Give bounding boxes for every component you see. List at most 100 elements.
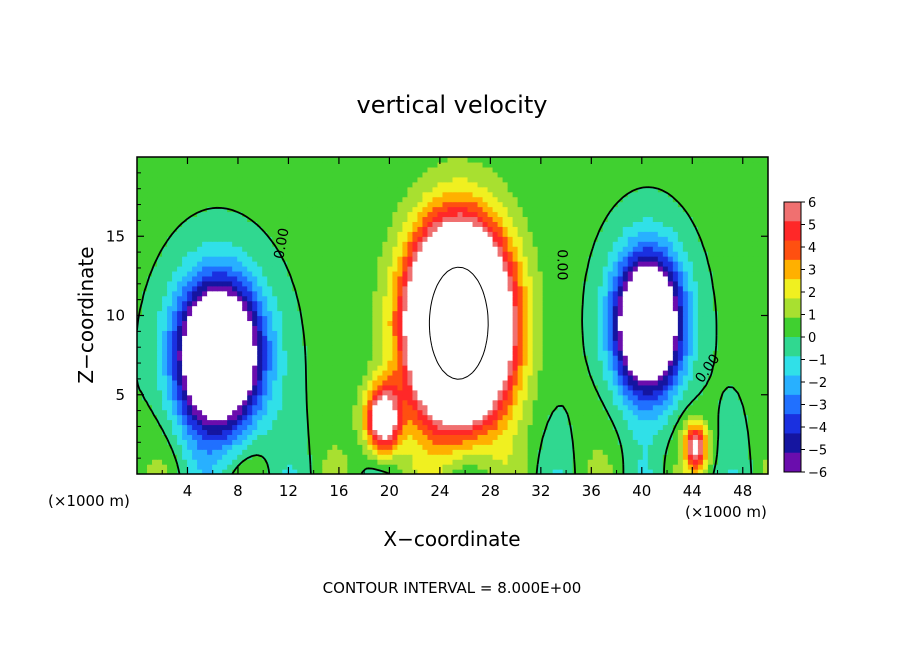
heatmap-cell: [332, 374, 338, 381]
heatmap-cell: [402, 449, 409, 455]
heatmap-cell: [592, 374, 599, 381]
heatmap-cell: [637, 424, 644, 431]
heatmap-cell: [147, 340, 153, 346]
heatmap-cell: [242, 355, 248, 361]
heatmap-cell: [167, 374, 173, 381]
heatmap-cell: [562, 379, 569, 386]
heatmap-cell: [247, 369, 253, 376]
heatmap-cell: [507, 340, 514, 346]
heatmap-cell: [392, 355, 399, 361]
heatmap-cell: [517, 340, 524, 346]
heatmap-cell: [682, 449, 689, 455]
heatmap-cell: [357, 444, 363, 450]
heatmap-cell: [537, 434, 544, 440]
heatmap-cell: [662, 384, 669, 391]
heatmap-cell: [662, 419, 669, 426]
heatmap-cell: [422, 379, 429, 386]
heatmap-cell: [227, 355, 233, 361]
heatmap-cell: [402, 325, 409, 331]
heatmap-cell: [652, 394, 659, 401]
heatmap-cell: [342, 449, 348, 455]
heatmap-cell: [197, 340, 203, 346]
heatmap-cell: [327, 464, 333, 470]
heatmap-cell: [407, 419, 414, 426]
heatmap-cell: [542, 449, 549, 455]
heatmap-cell: [652, 469, 659, 474]
heatmap-cell: [652, 335, 659, 341]
heatmap-cell: [692, 360, 699, 366]
heatmap-cell: [172, 384, 178, 391]
heatmap-cell: [277, 340, 283, 346]
heatmap-cell: [707, 434, 714, 440]
heatmap-cell: [672, 310, 679, 317]
heatmap-cell: [627, 355, 634, 361]
heatmap-cell: [397, 335, 404, 341]
heatmap-cell: [167, 345, 173, 351]
heatmap-cell: [627, 315, 634, 322]
heatmap-cell: [642, 394, 649, 401]
heatmap-cell: [762, 369, 768, 376]
heatmap-cell: [277, 464, 283, 470]
heatmap-cell: [692, 379, 699, 386]
heatmap-cell: [407, 355, 414, 361]
heatmap-cell: [402, 330, 409, 336]
heatmap-cell: [742, 379, 749, 386]
heatmap-cell: [572, 325, 579, 331]
heatmap-cell: [677, 389, 684, 396]
heatmap-cell: [147, 305, 153, 312]
heatmap-cell: [322, 399, 328, 406]
heatmap-cell: [722, 345, 729, 351]
heatmap-cell: [362, 355, 368, 361]
heatmap-cell: [457, 389, 464, 396]
heatmap-cell: [507, 350, 514, 356]
heatmap-cell: [707, 409, 714, 416]
heatmap-cell: [567, 355, 574, 361]
heatmap-cell: [272, 325, 278, 331]
heatmap-cell: [642, 300, 649, 307]
heatmap-cell: [187, 320, 193, 326]
heatmap-cell: [752, 310, 759, 317]
heatmap-cell: [697, 369, 704, 376]
heatmap-cell: [542, 365, 549, 371]
heatmap-cell: [682, 369, 689, 376]
heatmap-cell: [177, 285, 183, 292]
heatmap-cell: [712, 439, 719, 445]
heatmap-cell: [147, 389, 153, 396]
heatmap-cell: [517, 369, 524, 376]
heatmap-cell: [757, 280, 764, 287]
heatmap-cell: [287, 399, 293, 406]
heatmap-cell: [207, 330, 213, 336]
heatmap-cell: [332, 315, 338, 322]
heatmap-cell: [387, 290, 394, 297]
heatmap-cell: [192, 439, 198, 445]
heatmap-cell: [652, 305, 659, 312]
heatmap-cell: [577, 404, 584, 411]
heatmap-cell: [142, 345, 148, 351]
heatmap-cell: [722, 404, 729, 411]
heatmap-cell: [752, 320, 759, 326]
heatmap-cell: [357, 409, 363, 416]
heatmap-cell: [332, 305, 338, 312]
heatmap-cell: [622, 374, 629, 381]
heatmap-cell: [327, 350, 333, 356]
heatmap-cell: [632, 290, 639, 297]
heatmap-cell: [702, 419, 709, 426]
heatmap-cell: [542, 335, 549, 341]
heatmap-cell: [367, 365, 373, 371]
heatmap-cell: [412, 330, 419, 336]
heatmap-cell: [352, 379, 358, 386]
heatmap-cell: [197, 315, 203, 322]
heatmap-cell: [727, 345, 734, 351]
heatmap-cell: [227, 275, 233, 282]
heatmap-cell: [372, 384, 378, 391]
heatmap-cell: [752, 424, 759, 431]
heatmap-cell: [557, 330, 564, 336]
heatmap-cell: [547, 340, 554, 346]
heatmap-cell: [337, 325, 343, 331]
heatmap-cell: [397, 394, 404, 401]
heatmap-cell: [502, 335, 509, 341]
heatmap-cell: [372, 429, 378, 435]
heatmap-cell: [702, 315, 709, 322]
heatmap-cell: [482, 409, 489, 416]
heatmap-cell: [507, 419, 514, 426]
